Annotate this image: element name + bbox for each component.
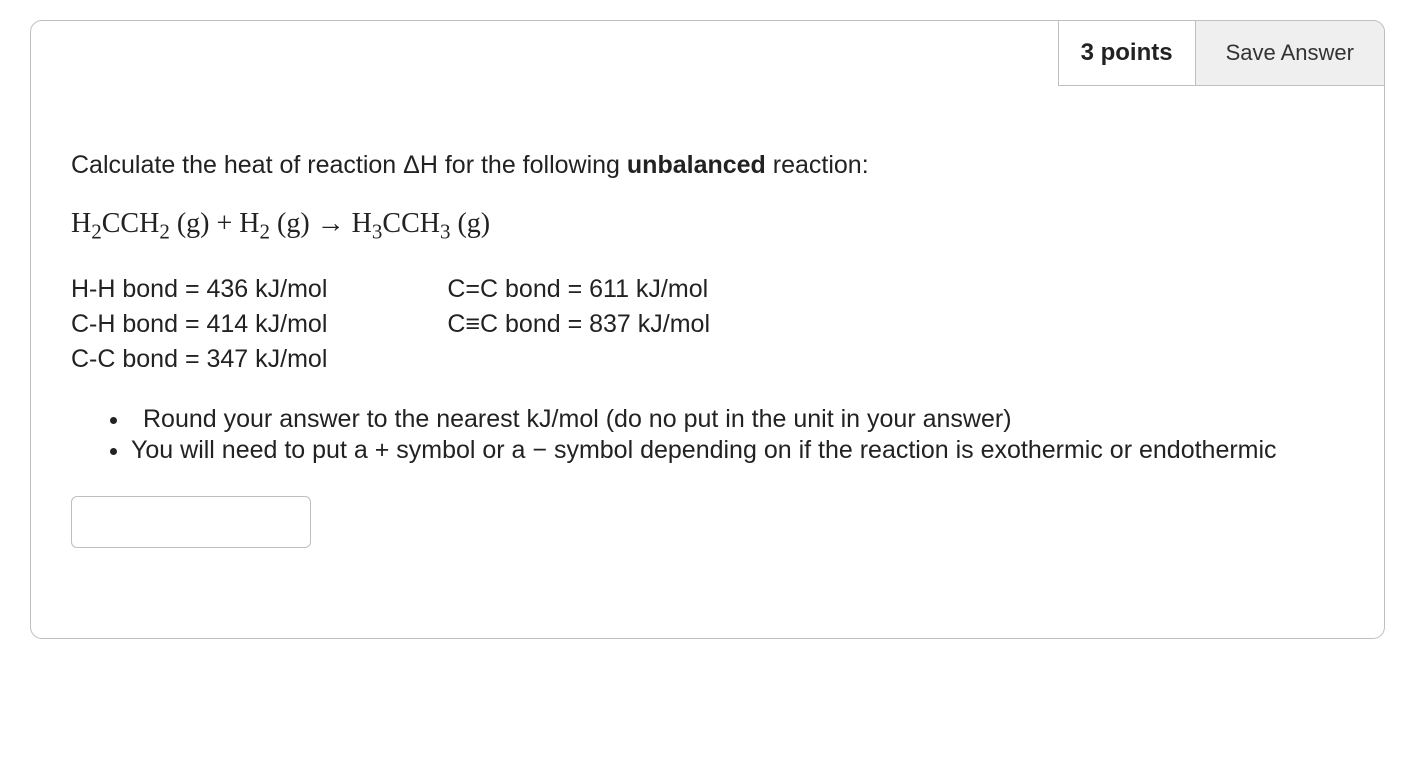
eq-r1-base: H: [71, 208, 91, 239]
bond-energies: H-H bond = 436 kJ/mol C-H bond = 414 kJ/…: [71, 275, 1344, 374]
question-header: 3 points Save Answer: [1058, 20, 1385, 86]
bond-ch: C-H bond = 414 kJ/mol: [71, 310, 327, 339]
eq-p-state: (g): [450, 208, 490, 239]
points-label: 3 points: [1059, 21, 1195, 85]
answer-input[interactable]: [71, 496, 311, 548]
eq-p-mid: CCH: [382, 208, 440, 239]
question-prompt: Calculate the heat of reaction ΔH for th…: [71, 151, 1344, 180]
prompt-prefix: Calculate the heat of reaction ΔH for th…: [71, 151, 627, 179]
prompt-suffix: reaction:: [766, 151, 869, 179]
eq-r2-base: H: [239, 208, 259, 239]
eq-p-sub1: 3: [372, 220, 383, 244]
eq-r2-state: (g): [270, 208, 310, 239]
eq-p-base: H: [352, 208, 372, 239]
bond-hh: H-H bond = 436 kJ/mol: [71, 275, 327, 304]
bond-cc-double: C=C bond = 611 kJ/mol: [447, 275, 710, 304]
instruction-list: Round your answer to the nearest kJ/mol …: [71, 404, 1344, 467]
eq-arrow: →: [310, 208, 352, 239]
prompt-bold: unbalanced: [627, 151, 766, 179]
eq-r1-mid: CCH: [102, 208, 160, 239]
bond-col-1: H-H bond = 436 kJ/mol C-H bond = 414 kJ/…: [71, 275, 327, 374]
bond-col-2: C=C bond = 611 kJ/mol C≡C bond = 837 kJ/…: [447, 275, 710, 374]
question-card: 3 points Save Answer Calculate the heat …: [30, 20, 1385, 639]
eq-p-sub2: 3: [440, 220, 451, 244]
instruction-round: Round your answer to the nearest kJ/mol …: [131, 404, 1344, 435]
reaction-equation: H2CCH2 (g) + H2 (g) → H3CCH3 (g): [71, 208, 1344, 245]
eq-plus: +: [209, 208, 239, 239]
bond-cc-single: C-C bond = 347 kJ/mol: [71, 345, 327, 374]
instruction-sign: You will need to put a + symbol or a − s…: [131, 435, 1344, 466]
eq-r1-state: (g): [170, 208, 210, 239]
eq-r1-sub1: 2: [91, 220, 102, 244]
eq-r1-sub2: 2: [159, 220, 170, 244]
save-answer-button[interactable]: Save Answer: [1195, 21, 1384, 85]
bond-cc-triple: C≡C bond = 837 kJ/mol: [447, 310, 710, 339]
eq-r2-sub: 2: [260, 220, 271, 244]
